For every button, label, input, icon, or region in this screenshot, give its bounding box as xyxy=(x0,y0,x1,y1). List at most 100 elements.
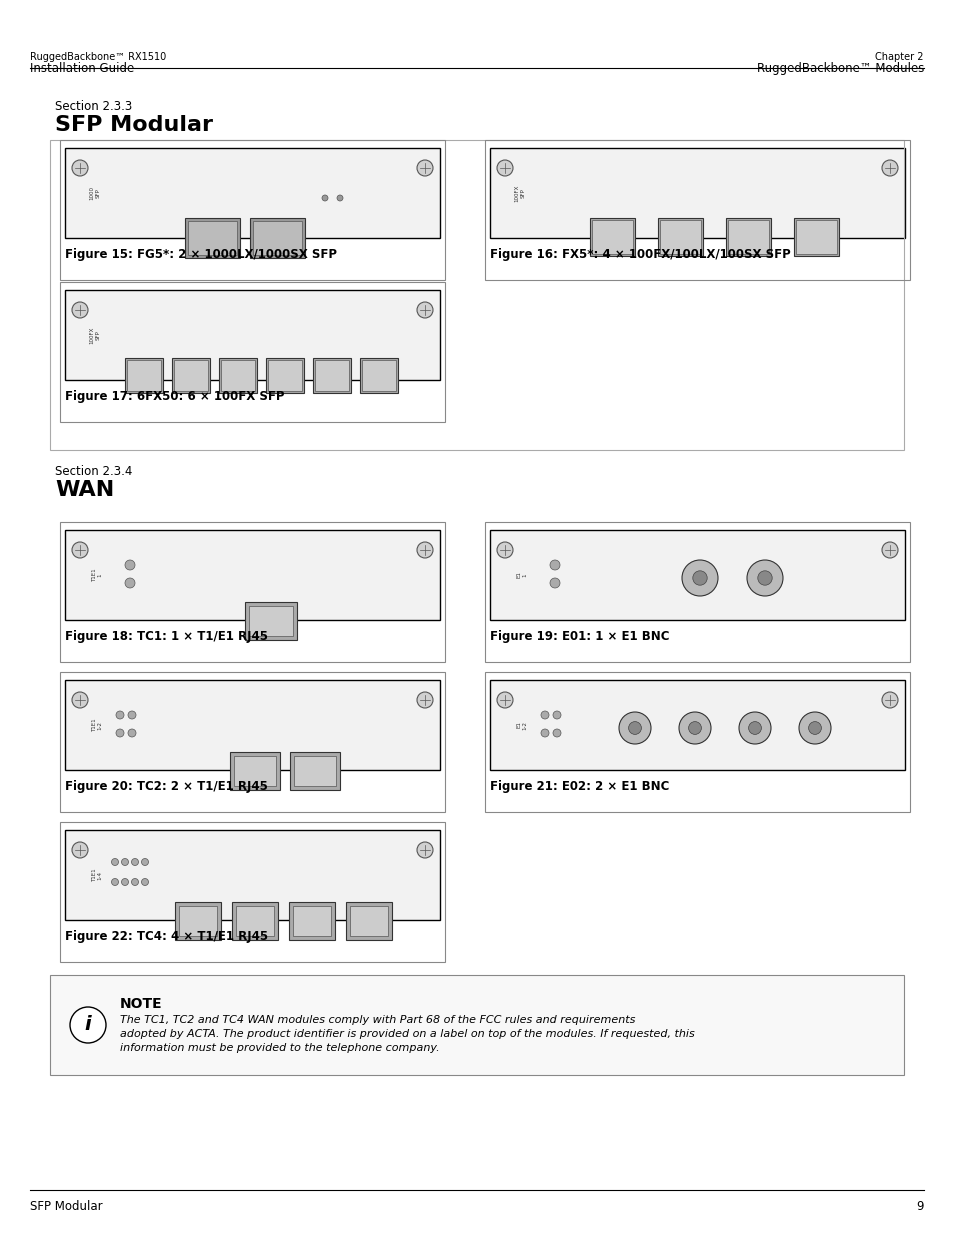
Bar xyxy=(233,756,275,785)
Circle shape xyxy=(416,303,433,317)
Text: 100FX
SFP: 100FX SFP xyxy=(90,326,100,343)
Text: 1000
SFP: 1000 SFP xyxy=(90,186,100,200)
Circle shape xyxy=(116,729,124,737)
Text: Figure 22: TC4: 4 × T1/E1 RJ45: Figure 22: TC4: 4 × T1/E1 RJ45 xyxy=(65,930,268,944)
Text: Installation Guide: Installation Guide xyxy=(30,62,134,75)
Circle shape xyxy=(71,842,88,858)
Bar xyxy=(592,220,633,254)
Bar xyxy=(490,530,904,620)
Bar xyxy=(659,220,700,254)
Text: E1
1-2: E1 1-2 xyxy=(517,720,527,730)
Circle shape xyxy=(322,195,328,201)
Bar xyxy=(350,906,388,936)
Circle shape xyxy=(70,1007,106,1044)
Text: Section 2.3.4: Section 2.3.4 xyxy=(55,466,132,478)
Bar xyxy=(219,358,256,393)
Circle shape xyxy=(799,713,830,743)
Circle shape xyxy=(540,729,548,737)
Circle shape xyxy=(628,721,640,735)
Bar xyxy=(65,530,439,620)
Circle shape xyxy=(882,542,897,558)
Bar xyxy=(173,359,208,391)
Circle shape xyxy=(416,842,433,858)
Bar xyxy=(294,756,335,785)
Text: RuggedBackbone™ RX1510: RuggedBackbone™ RX1510 xyxy=(30,52,166,62)
Text: 9: 9 xyxy=(916,1200,923,1213)
Bar xyxy=(490,680,904,769)
Circle shape xyxy=(757,571,771,585)
Circle shape xyxy=(679,713,710,743)
Circle shape xyxy=(550,578,559,588)
Text: The TC1, TC2 and TC4 WAN modules comply with Part 68 of the FCC rules and requir: The TC1, TC2 and TC4 WAN modules comply … xyxy=(120,1015,694,1053)
Text: T1E1
1-4: T1E1 1-4 xyxy=(91,868,102,882)
Circle shape xyxy=(497,692,513,708)
Bar xyxy=(290,752,339,790)
Bar xyxy=(232,902,277,940)
Bar xyxy=(65,290,439,380)
Bar xyxy=(185,219,240,258)
Text: Chapter 2: Chapter 2 xyxy=(875,52,923,62)
Bar xyxy=(230,752,280,790)
Circle shape xyxy=(746,559,782,597)
Circle shape xyxy=(128,711,136,719)
Circle shape xyxy=(553,729,560,737)
Bar xyxy=(589,219,635,256)
Text: T1E1
1: T1E1 1 xyxy=(91,568,102,582)
Bar xyxy=(484,672,909,811)
Circle shape xyxy=(692,571,706,585)
Circle shape xyxy=(681,559,718,597)
Bar xyxy=(60,140,444,280)
Text: Figure 17: 6FX50: 6 × 100FX SFP: Figure 17: 6FX50: 6 × 100FX SFP xyxy=(65,390,284,403)
Bar xyxy=(266,358,304,393)
Text: Figure 21: E02: 2 × E1 BNC: Figure 21: E02: 2 × E1 BNC xyxy=(490,781,669,793)
Text: E1
1: E1 1 xyxy=(517,572,527,578)
Bar xyxy=(253,221,302,254)
Circle shape xyxy=(739,713,770,743)
Circle shape xyxy=(132,878,138,885)
Bar xyxy=(60,672,444,811)
Text: RuggedBackbone™ Modules: RuggedBackbone™ Modules xyxy=(756,62,923,75)
Circle shape xyxy=(553,711,560,719)
Bar xyxy=(65,148,439,238)
Circle shape xyxy=(71,303,88,317)
Text: NOTE: NOTE xyxy=(120,997,162,1011)
Bar xyxy=(235,906,274,936)
Circle shape xyxy=(497,161,513,177)
Bar xyxy=(268,359,302,391)
Bar xyxy=(174,902,221,940)
Bar xyxy=(188,221,236,254)
Bar xyxy=(125,358,163,393)
Bar xyxy=(50,974,903,1074)
Bar xyxy=(289,902,335,940)
Circle shape xyxy=(112,878,118,885)
Circle shape xyxy=(112,858,118,866)
Circle shape xyxy=(141,878,149,885)
Text: i: i xyxy=(85,1015,91,1035)
Bar xyxy=(179,906,216,936)
Circle shape xyxy=(121,858,129,866)
Bar xyxy=(484,522,909,662)
Text: SFP Modular: SFP Modular xyxy=(55,115,213,135)
Circle shape xyxy=(125,578,135,588)
Bar xyxy=(65,680,439,769)
Circle shape xyxy=(748,721,760,735)
Bar xyxy=(727,220,768,254)
Circle shape xyxy=(141,858,149,866)
Bar xyxy=(60,522,444,662)
Circle shape xyxy=(128,729,136,737)
Bar xyxy=(127,359,161,391)
Bar xyxy=(490,148,904,238)
Bar xyxy=(60,823,444,962)
Circle shape xyxy=(808,721,821,735)
Text: Figure 15: FG5*: 2 × 1000LX/1000SX SFP: Figure 15: FG5*: 2 × 1000LX/1000SX SFP xyxy=(65,248,336,261)
Bar xyxy=(249,606,293,636)
Circle shape xyxy=(618,713,650,743)
Circle shape xyxy=(882,161,897,177)
Circle shape xyxy=(71,542,88,558)
Circle shape xyxy=(416,692,433,708)
Text: Figure 16: FX5*: 4 × 100FX/100LX/100SX SFP: Figure 16: FX5*: 4 × 100FX/100LX/100SX S… xyxy=(490,248,790,261)
Bar xyxy=(250,219,305,258)
Bar xyxy=(172,358,210,393)
Text: Figure 19: E01: 1 × E1 BNC: Figure 19: E01: 1 × E1 BNC xyxy=(490,630,669,643)
Bar xyxy=(658,219,702,256)
